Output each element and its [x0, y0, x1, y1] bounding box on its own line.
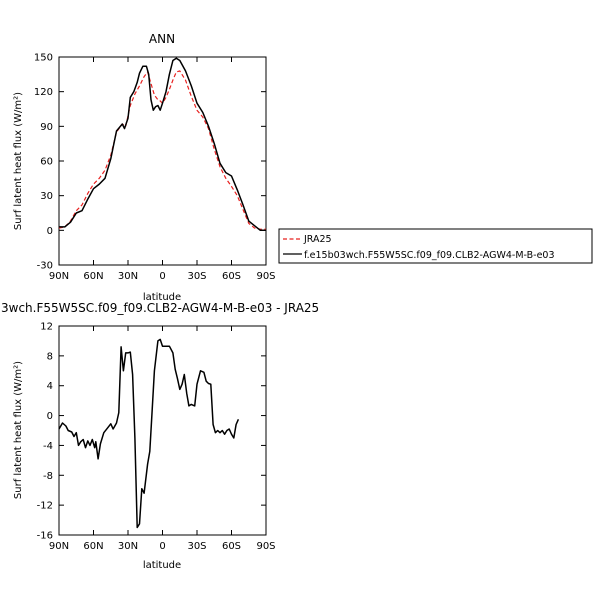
top-series-line-1	[59, 57, 266, 232]
bottom-series-line-0	[58, 338, 240, 529]
top-y-tick-label: -30	[37, 261, 53, 272]
bottom-x-tick-label: 30N	[118, 541, 138, 552]
top-x-axis-label: latitude	[143, 292, 181, 303]
bottom-y-tick-label: -4	[43, 441, 53, 452]
bottom-x-tick-label: 90S	[256, 541, 275, 552]
top-chart-title: ANN	[149, 32, 175, 46]
top-chart-panel: ANN 90N 60N 30N 0 30S 60S 90S-300306090120150 …	[13, 32, 276, 303]
top-x-tick-label: 30N	[118, 271, 138, 282]
bottom-y-axis-label: Surf latent heat flux (W/m²)	[13, 361, 24, 499]
top-x-tick-label: 90S	[256, 271, 275, 282]
top-y-axis-label: Surf latent heat flux (W/m²)	[13, 92, 24, 230]
legend-box	[278, 228, 593, 264]
top-y-tick-label: 30	[40, 191, 53, 202]
legend: JRA25 f.e15b03wch.F55W5SC.f09_f09.CLB2-A…	[278, 228, 593, 264]
bottom-x-tick-label: 90N	[49, 541, 69, 552]
top-y-tick-label: 150	[34, 53, 53, 64]
bottom-y-tick-label: -8	[43, 471, 53, 482]
bottom-y-tick-label: 12	[40, 322, 53, 333]
top-chart-series	[58, 57, 266, 232]
bottom-chart-title: 3wch.F55W5SC.f09_f09.CLB2-AGW4-M-B-e03 -…	[1, 301, 319, 315]
bottom-x-axis-label: latitude	[143, 560, 181, 571]
bottom-y-tick-label: 4	[47, 381, 53, 392]
top-y-tick-label: 120	[34, 87, 53, 98]
top-series-line-0	[58, 70, 266, 230]
legend-label-jra25: JRA25	[303, 234, 332, 245]
bottom-y-tick-label: 8	[47, 351, 53, 362]
top-x-tick-label: 0	[159, 271, 165, 282]
top-chart-frame	[58, 56, 267, 266]
top-chart-ticks: 90N 60N 30N 0 30S 60S 90S -30 0 30 60 90 120 150	[34, 53, 276, 283]
top-y-tick-label: 60	[40, 157, 53, 168]
top-x-tick-label: 90N	[49, 271, 69, 282]
bottom-x-tick-label: 30S	[187, 541, 206, 552]
top-y-tick-label: 90	[40, 122, 53, 133]
top-x-tick-label: 60N	[83, 271, 103, 282]
legend-label-model: f.e15b03wch.F55W5SC.f09_f09.CLB2-AGW4-M-…	[304, 250, 555, 261]
bottom-chart-panel: 3wch.F55W5SC.f09_f09.CLB2-AGW4-M-B-e03 -…	[1, 301, 319, 571]
top-x-tick-label: 60S	[222, 271, 241, 282]
top-x-tick-label: 30S	[187, 271, 206, 282]
bottom-chart-series	[58, 338, 240, 529]
bottom-x-tick-label: 60S	[222, 541, 241, 552]
bottom-x-tick-label: 0	[159, 541, 165, 552]
bottom-chart-ticks: 90N 60N 30N 0 30S 60S 90S -16 -12 -8 -4 0 4 8 12	[37, 322, 276, 553]
bottom-y-tick-label: -16	[37, 531, 53, 542]
top-y-tick-label: 0	[47, 226, 53, 237]
bottom-y-tick-label: -12	[37, 501, 53, 512]
bottom-x-tick-label: 60N	[83, 541, 103, 552]
bottom-y-tick-label: 0	[47, 411, 53, 422]
